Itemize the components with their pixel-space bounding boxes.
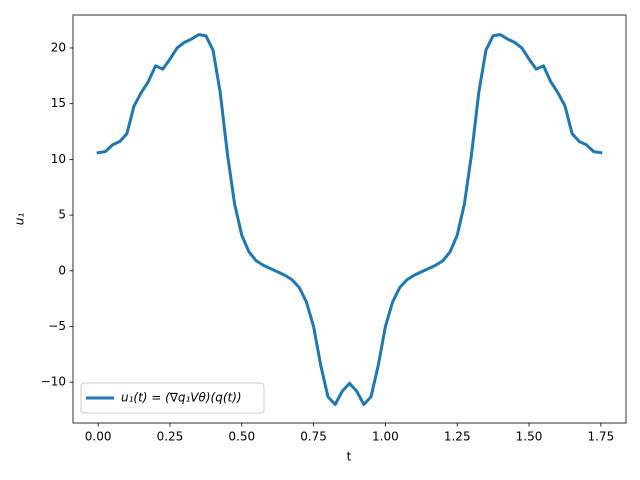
legend-box: [80, 382, 265, 414]
x-tick-label: 1.50: [516, 430, 543, 444]
x-axis-label: t: [347, 450, 352, 464]
data-line: [96, 33, 603, 407]
x-tick-label: 0.00: [85, 430, 112, 444]
plot-frame: [72, 14, 627, 424]
x-tick-label: 1.75: [588, 430, 615, 444]
legend-label: u₁(t) = (∇q₁Vθ)(q(t)): [121, 391, 242, 405]
y-tick-label: 15: [51, 96, 66, 110]
y-tick-label: 5: [58, 208, 66, 222]
y-tick-label: 0: [58, 263, 66, 277]
x-tick-label: 0.50: [228, 430, 255, 444]
x-tick-label: 0.75: [300, 430, 327, 444]
y-tick-label: −5: [48, 319, 66, 333]
legend: u₁(t) = (∇q₁Vθ)(q(t)): [80, 382, 265, 414]
y-tick-label: 20: [51, 40, 66, 54]
x-tick-label: 0.25: [157, 430, 184, 444]
y-tick-label: −10: [41, 375, 66, 389]
y-axis-label: u₁: [13, 213, 27, 226]
x-tick-label: 1.00: [372, 430, 399, 444]
y-tick-label: 10: [51, 152, 66, 166]
x-tick-label: 1.25: [444, 430, 471, 444]
